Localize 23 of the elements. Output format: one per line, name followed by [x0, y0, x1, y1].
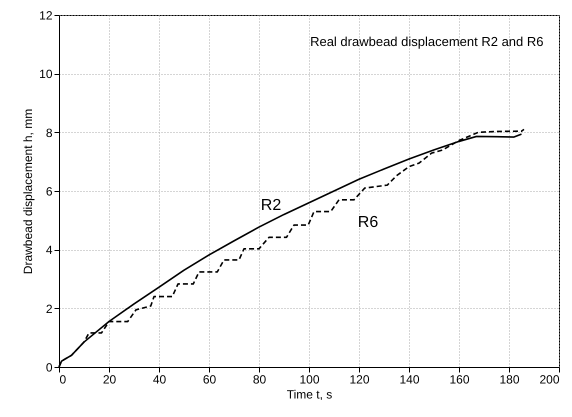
series-label: R2	[260, 197, 282, 214]
x-tick-label: 120	[349, 372, 370, 386]
y-tick-label: 0	[46, 360, 53, 374]
y-tick-label: 10	[39, 67, 53, 82]
x-tick-label: 80	[252, 372, 266, 386]
x-tick-label: 160	[449, 372, 470, 386]
x-tick-label: 40	[152, 372, 166, 386]
y-tick-label: 4	[46, 243, 53, 258]
y-axis-title: Drawbead displacement h, mm	[21, 108, 36, 274]
x-tick-label: 60	[202, 372, 216, 386]
x-axis-title: Time t, s	[286, 388, 332, 402]
series-label: R6	[358, 214, 378, 231]
text: Real drawbead displacement R2 and R6	[310, 34, 544, 49]
x-tick-label: 20	[102, 372, 116, 386]
x-tick-label: 100	[299, 372, 320, 386]
x-tick-label: 140	[399, 372, 420, 386]
y-tick-label: 6	[46, 184, 53, 198]
x-tick-label: 180	[499, 372, 520, 386]
y-tick-label: 12	[39, 8, 53, 22]
x-tick-label: 200	[539, 372, 560, 386]
y-tick-label: 2	[46, 302, 53, 316]
y-tick-label: 8	[46, 126, 53, 140]
x-tick-label: 0	[60, 372, 66, 386]
